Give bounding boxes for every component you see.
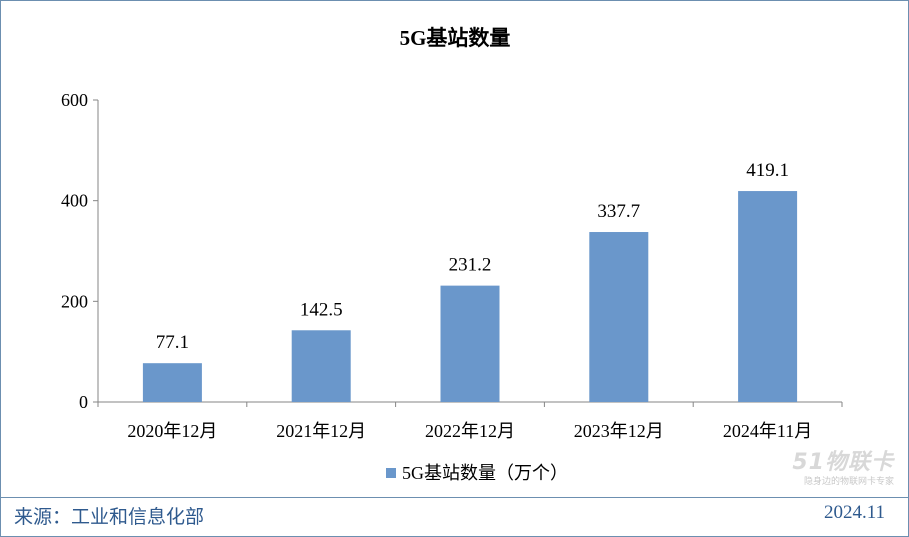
y-tick-label: 200 [61,291,88,311]
x-tick-label: 2020年12月 [127,421,217,441]
bar [440,285,500,402]
bars [142,191,798,402]
data-label: 337.7 [597,201,640,222]
footer-divider [0,497,909,498]
watermark-subtitle: 隐身边的物联网卡专家 [803,477,894,487]
bar [589,232,649,402]
x-tick-label: 2023年12月 [574,421,664,441]
x-tick-label: 2022年12月 [425,421,515,441]
chart-title: 5G基站数量 [400,26,511,50]
y-tick-label: 600 [61,90,88,110]
data-label: 419.1 [746,160,789,181]
data-label: 142.5 [300,299,343,320]
x-tick-label: 2021年12月 [276,421,366,441]
axes: 0 200 400 600 2020年12月 2021年12月 2022年12月 2023年1… [61,90,843,441]
bar [142,363,202,402]
source-text: 来源：工业和信息化部 [14,507,205,528]
bar [738,191,798,402]
bar [291,330,351,402]
data-labels: 77.1 142.5 231.2 337.7 419.1 [156,160,789,353]
y-tick-label: 400 [61,191,88,211]
date-text: 2024.11 [823,502,885,523]
y-tick-label: 0 [79,392,88,412]
watermark-logo-text: 51物联卡 [792,450,894,475]
legend-swatch [386,468,396,478]
data-label: 231.2 [449,255,492,276]
legend: 5G基站数量（万个） [386,463,568,483]
legend-label: 5G基站数量（万个） [402,463,568,483]
x-tick-label: 2024年11月 [723,421,812,441]
data-label: 77.1 [156,332,189,353]
watermark-logo: 51物联卡 隐身边的物联网卡专家 [760,444,900,488]
chart-area: 5G基站数量 0 200 400 600 2020年12月 2021年12月 2022年12… [61,26,843,483]
